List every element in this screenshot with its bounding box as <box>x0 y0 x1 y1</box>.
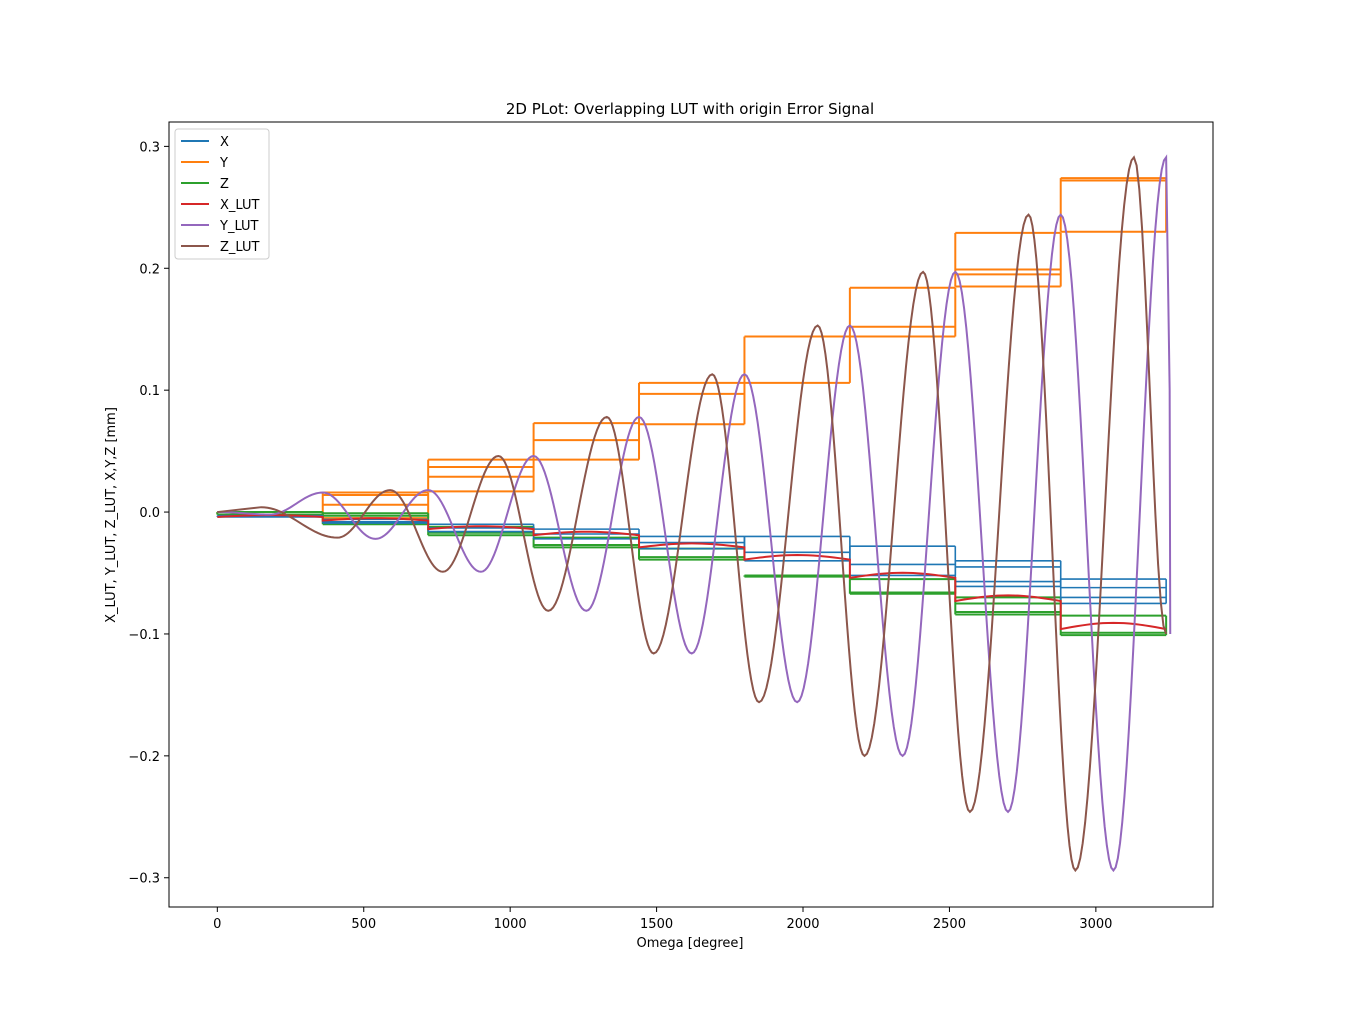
y-tick-label: 0.1 <box>139 384 160 399</box>
x-tick-label: 3000 <box>1079 917 1112 932</box>
x-axis: 0 500 1000 1500 2000 2500 3000 <box>213 907 1112 932</box>
plot-area <box>216 154 1172 873</box>
x-axis-label: Omega [degree] <box>637 936 744 951</box>
x-tick-label: 500 <box>351 917 376 932</box>
series-z-lut <box>217 155 1168 873</box>
chart-title: 2D PLot: Overlapping LUT with origin Err… <box>506 100 874 118</box>
x-tick-label: 1500 <box>640 917 673 932</box>
y-tick-label: 0.0 <box>139 506 160 521</box>
y-tick-label: −0.2 <box>128 750 160 765</box>
x-lut-line <box>217 514 1167 631</box>
series-y-lut <box>217 154 1172 873</box>
x-tick-label: 2500 <box>933 917 966 932</box>
legend-label: Z <box>220 177 229 192</box>
z-lut-line <box>217 155 1168 873</box>
y-axis-label: X_LUT, Y_LUT, Z_LUT, X,Y,Z [mm] <box>104 407 119 623</box>
y-tick-label: 0.3 <box>139 140 160 155</box>
legend-label: X <box>220 135 229 150</box>
y-axis: −0.3 −0.2 −0.1 0.0 0.1 0.2 0.3 <box>128 140 169 887</box>
y-lut-line <box>217 154 1172 873</box>
y-tick-label: 0.2 <box>139 262 160 277</box>
x-tick-label: 2000 <box>786 917 819 932</box>
legend: XYZ X_LUT Y_LUT Z_LUT <box>174 128 270 260</box>
y-tick-label: −0.1 <box>128 628 160 643</box>
series-x-lut <box>217 514 1167 631</box>
legend-label: X_LUT <box>220 198 260 213</box>
x-tick-label: 0 <box>213 917 221 932</box>
series-y <box>216 177 1168 520</box>
legend-label: Z_LUT <box>220 240 260 255</box>
legend-label: Y_LUT <box>219 219 259 234</box>
y-tick-label: −0.3 <box>128 872 160 887</box>
legend-label: Y <box>219 156 228 171</box>
axes-frame <box>168 121 1214 908</box>
x-tick-label: 1000 <box>494 917 527 932</box>
